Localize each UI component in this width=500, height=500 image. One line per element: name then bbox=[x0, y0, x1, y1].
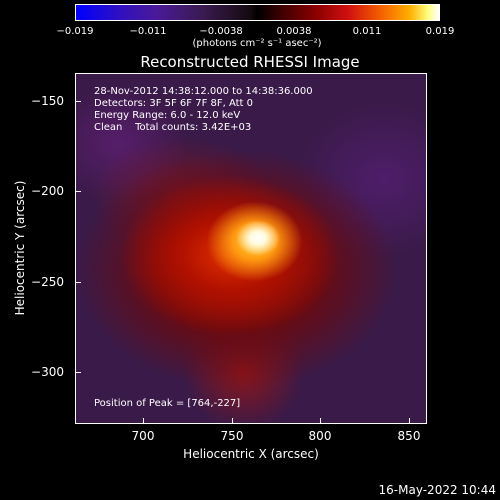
y-axis-label: Heliocentric Y (arcsec) bbox=[13, 180, 27, 316]
x-axis-label: Heliocentric X (arcsec) bbox=[183, 447, 319, 461]
x-tick-label: 800 bbox=[308, 429, 332, 443]
y-tick-mark bbox=[75, 282, 81, 283]
y-tick-label: −200 bbox=[31, 184, 64, 198]
rhessi-image-panel: 28-Nov-2012 14:38:12.000 to 14:38:36.000… bbox=[75, 73, 427, 424]
y-tick-mark bbox=[75, 372, 81, 373]
y-tick-mark bbox=[75, 191, 81, 192]
footer-timestamp: 16-May-2022 10:44 bbox=[378, 483, 496, 497]
x-tick-mark bbox=[143, 418, 144, 424]
plot-title: Reconstructed RHESSI Image bbox=[140, 53, 360, 71]
colorbar-tick: −0.0038 bbox=[199, 26, 243, 37]
x-tick-label: 750 bbox=[220, 429, 244, 443]
colorbar-unit-label: (photons cm⁻² s⁻¹ asec⁻²) bbox=[192, 38, 322, 49]
x-tick-label: 700 bbox=[131, 429, 155, 443]
colorbar-tick: −0.019 bbox=[56, 26, 94, 37]
peak-position-label: Position of Peak = [764,-227] bbox=[94, 398, 241, 409]
y-tick-label: −250 bbox=[31, 275, 64, 289]
y-tick-label: −300 bbox=[31, 365, 64, 379]
detectors-label: Detectors: 3F 5F 6F 7F 8F, Att 0 bbox=[94, 98, 254, 109]
colorbar bbox=[75, 4, 440, 21]
energy-range-label: Energy Range: 6.0 - 12.0 keV bbox=[94, 110, 241, 121]
x-tick-mark bbox=[320, 418, 321, 424]
y-tick-mark bbox=[75, 101, 81, 102]
time-range-label: 28-Nov-2012 14:38:12.000 to 14:38:36.000 bbox=[94, 86, 313, 97]
colorbar-tick: 0.019 bbox=[425, 26, 455, 37]
x-tick-mark bbox=[232, 418, 233, 424]
method-counts-label: Clean Total counts: 3.42E+03 bbox=[94, 122, 252, 133]
colorbar-tick: 0.0038 bbox=[276, 26, 312, 37]
x-tick-label: 850 bbox=[397, 429, 421, 443]
colorbar-tick: −0.011 bbox=[129, 26, 167, 37]
x-tick-mark bbox=[409, 418, 410, 424]
xray-intensity-map bbox=[76, 74, 426, 423]
y-tick-label: −150 bbox=[31, 94, 64, 108]
colorbar-tick: 0.011 bbox=[352, 26, 382, 37]
